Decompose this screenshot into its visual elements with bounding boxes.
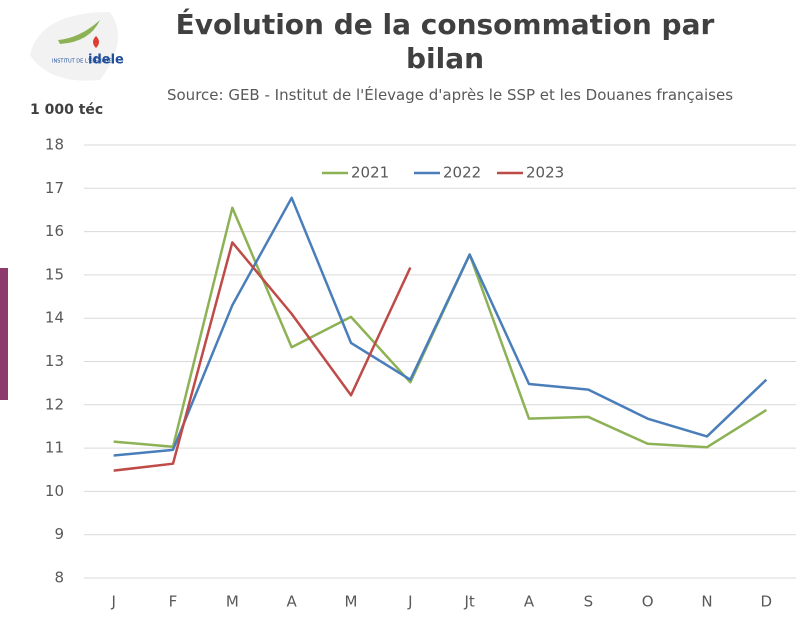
y-tick-label: 10 (45, 482, 64, 500)
logo-small: INSTITUT DE L'ÉLEVAGE (52, 57, 112, 65)
y-tick-label: 11 (45, 439, 64, 457)
x-tick-label: A (524, 593, 535, 611)
series-line (113, 241, 412, 472)
x-tick-label: D (761, 593, 773, 611)
y-tick-label: 14 (45, 309, 64, 327)
logo: INSTITUT DE L'ÉLEVAGE idele (30, 12, 124, 81)
y-axis-label: 1 000 téc (30, 102, 104, 118)
legend-label: 2021 (351, 164, 389, 182)
x-tick-label: J (407, 593, 412, 611)
series-line (113, 206, 767, 449)
logo-drop (93, 36, 99, 48)
y-tick-label: 13 (45, 352, 64, 370)
chart-subtitle: Source: GEB - Institut de l'Élevage d'ap… (166, 86, 734, 104)
side-bar (0, 268, 8, 400)
y-tick-label: 9 (54, 525, 64, 543)
logo-bg (30, 12, 118, 81)
y-tick-label: 17 (45, 179, 64, 197)
logo-leaf (58, 20, 100, 44)
y-tick-label: 12 (45, 395, 64, 413)
x-tick-label: N (701, 593, 712, 611)
logo-name: idele (88, 53, 124, 68)
chart-title: Évolution de la consommation par bilan (175, 8, 715, 75)
series-line (113, 196, 768, 457)
x-tick-label: A (287, 593, 298, 611)
x-tick-label: M (345, 593, 358, 611)
x-tick-label: M (226, 593, 239, 611)
y-tick-label: 16 (45, 222, 64, 240)
x-tick-label: Jt (464, 593, 475, 611)
y-tick-label: 18 (45, 136, 64, 154)
x-tick-label: J (110, 593, 115, 611)
x-tick-label: F (169, 593, 178, 611)
y-tick-label: 15 (45, 265, 64, 283)
legend-label: 2023 (526, 164, 564, 182)
x-tick-label: S (584, 593, 594, 611)
x-tick-label: O (642, 593, 654, 611)
legend-label: 2022 (443, 164, 481, 182)
y-tick-label: 8 (54, 569, 64, 587)
